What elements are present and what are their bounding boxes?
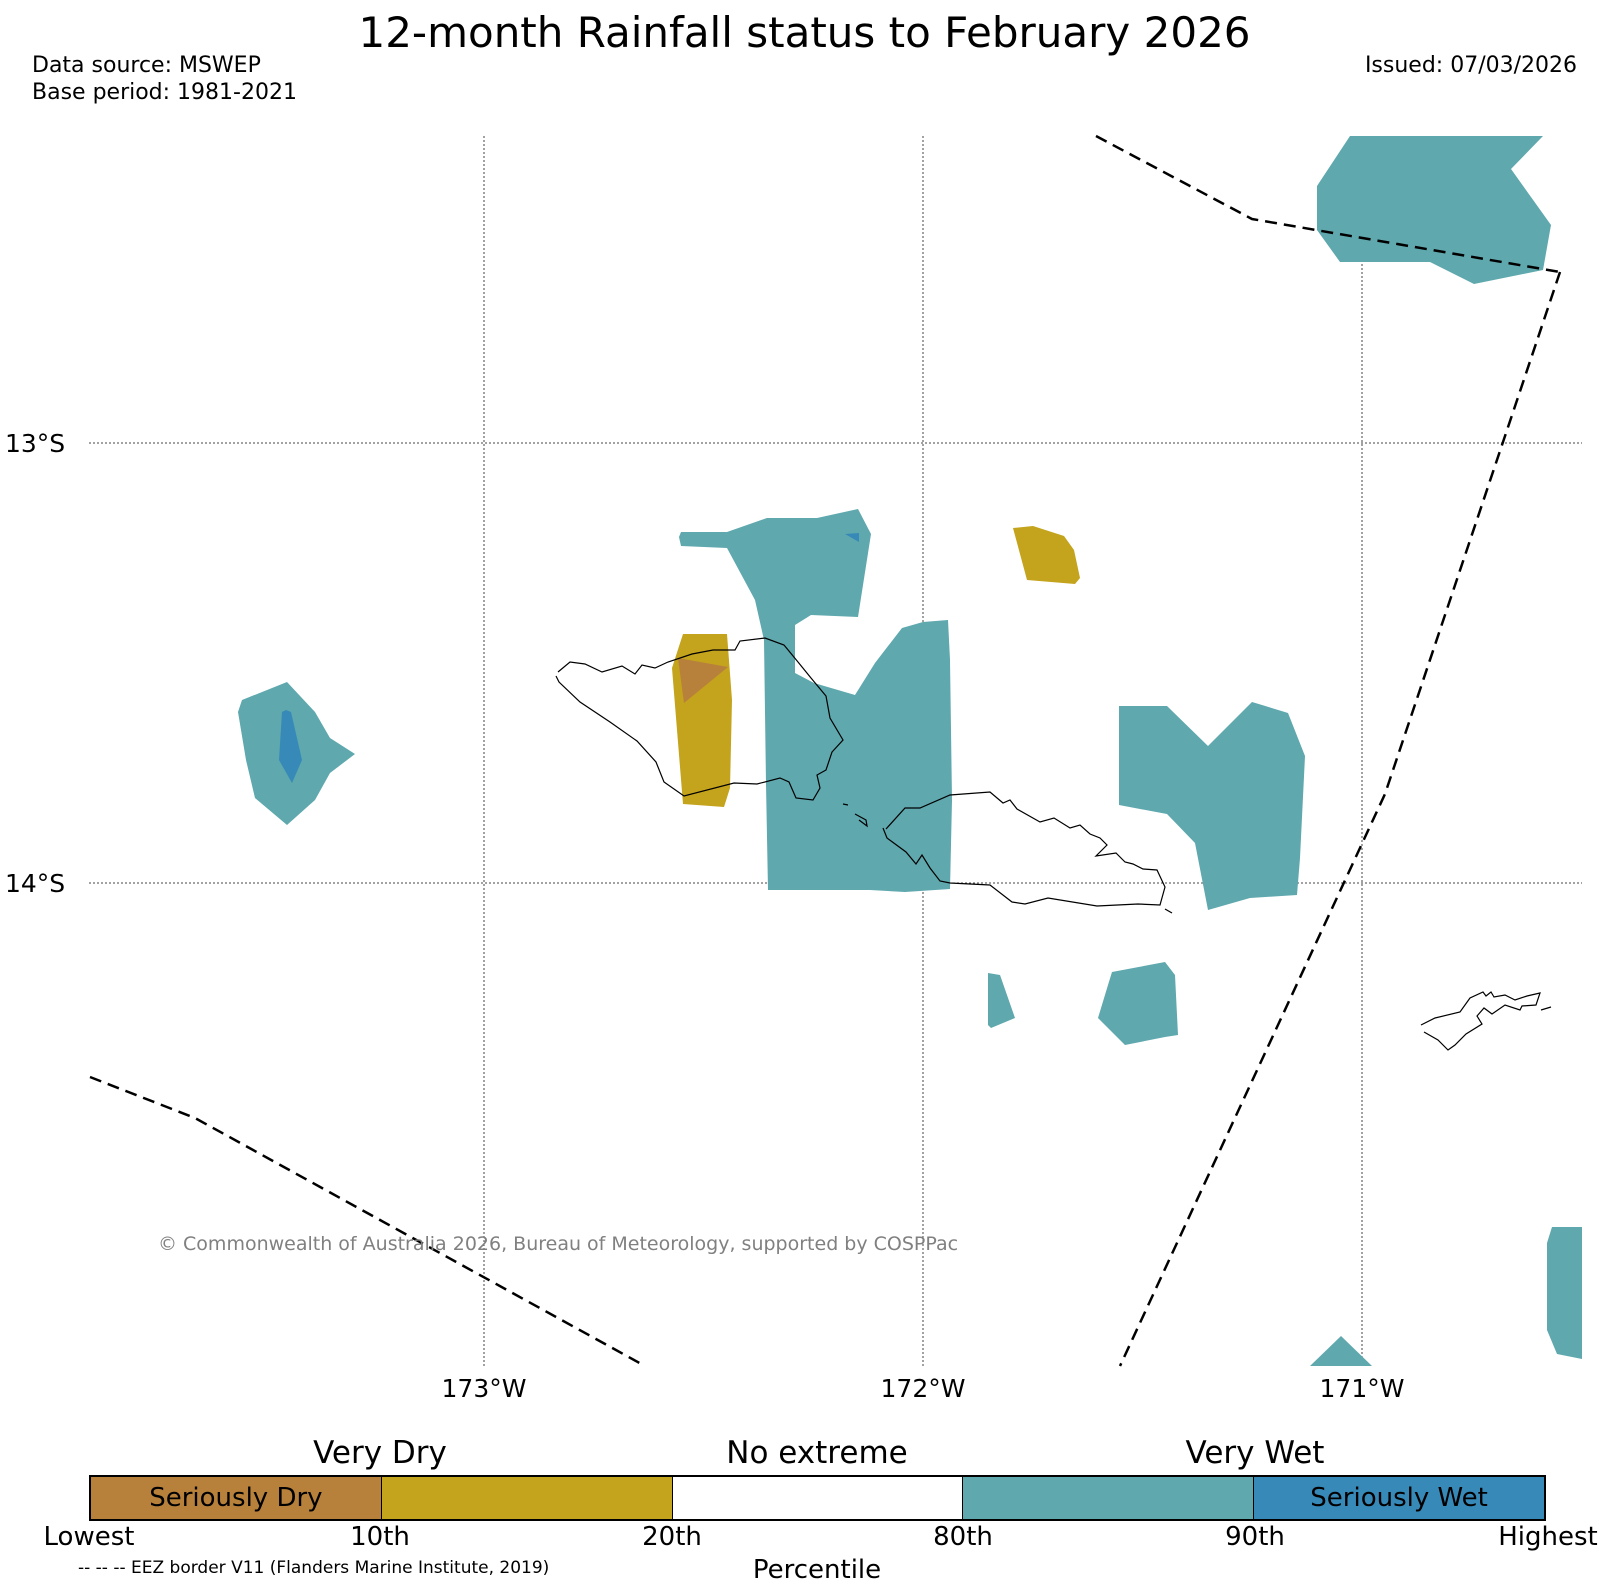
legend-axis-title: Percentile <box>752 1555 882 1585</box>
tick-20th: 20th <box>642 1522 702 1552</box>
tick-90th: 90th <box>1225 1522 1285 1552</box>
lat-label-14s: 14°S <box>5 869 65 898</box>
legend-very-wet <box>963 1477 1255 1519</box>
savaii-island-outline <box>555 637 844 801</box>
eez-border-east <box>1118 271 1562 1367</box>
lon-label-171w: 171°W <box>1320 1374 1405 1400</box>
lon-label-172w: 172°W <box>881 1374 966 1400</box>
manono-island <box>854 813 868 828</box>
eez-border-note: -- -- -- EEZ border V11 (Flanders Marine… <box>78 1558 550 1578</box>
legend-seriously-wet: Seriously Wet <box>1254 1477 1544 1519</box>
copyright-notice: © Commonwealth of Australia 2026, Bureau… <box>158 1233 959 1255</box>
seriously-dry-region <box>678 658 728 703</box>
tick-80th: 80th <box>933 1522 993 1552</box>
issued-date: Issued: 07/03/2026 <box>1364 53 1577 78</box>
eez-border-north <box>1095 134 1561 274</box>
eez-border-southwest <box>89 1075 646 1368</box>
legend-colorbar: Seriously Dry Seriously Wet <box>89 1475 1546 1521</box>
coastlines <box>555 637 1552 1051</box>
apolima-island <box>842 803 849 806</box>
seriously-wet-west <box>279 710 302 783</box>
wet-region-south-edge <box>1310 1336 1372 1366</box>
page-title: 12-month Rainfall status to February 202… <box>358 8 1251 57</box>
legend-category-very-wet: Very Wet <box>1185 1435 1325 1471</box>
tick-highest: Highest <box>1498 1522 1598 1552</box>
source-info: Data source: MSWEP Base period: 1981-202… <box>32 52 297 106</box>
wet-region-ne <box>1317 136 1551 284</box>
coast-fragment-upolu-east <box>1164 908 1173 914</box>
lon-label-173w: 173°W <box>442 1374 527 1400</box>
legend-category-no-extreme: No extreme <box>726 1435 908 1471</box>
very-wet-regions <box>238 136 1582 1366</box>
dry-region-north <box>1013 526 1080 584</box>
eez-borders <box>89 134 1562 1368</box>
base-period: Base period: 1981-2021 <box>32 80 297 105</box>
wet-region-se <box>1547 1227 1582 1359</box>
upolu-island-outline <box>882 791 1166 907</box>
legend-very-dry <box>381 1477 673 1519</box>
seriously-wet-regions <box>279 533 859 783</box>
lat-label-13s: 13°S <box>5 429 65 458</box>
seriously-wet-north <box>845 533 859 542</box>
rainfall-map: 13°S 14°S 173°W 172°W 171°W <box>5 134 1582 1400</box>
graticule <box>89 136 1582 1366</box>
legend-category-very-dry: Very Dry <box>313 1435 447 1471</box>
wet-region-south <box>1098 962 1178 1045</box>
wet-region-central-east <box>1119 702 1305 910</box>
tick-lowest: Lowest <box>43 1522 135 1552</box>
legend-seriously-dry: Seriously Dry <box>91 1477 382 1519</box>
tutuila-island-outline <box>1420 991 1541 1051</box>
data-source: Data source: MSWEP <box>32 53 261 78</box>
wet-region-north <box>679 509 952 892</box>
legend-no-extreme <box>672 1477 964 1519</box>
wet-region-south-small <box>988 973 1015 1028</box>
coast-fragment-east <box>1540 1006 1552 1011</box>
tick-10th: 10th <box>350 1522 410 1552</box>
